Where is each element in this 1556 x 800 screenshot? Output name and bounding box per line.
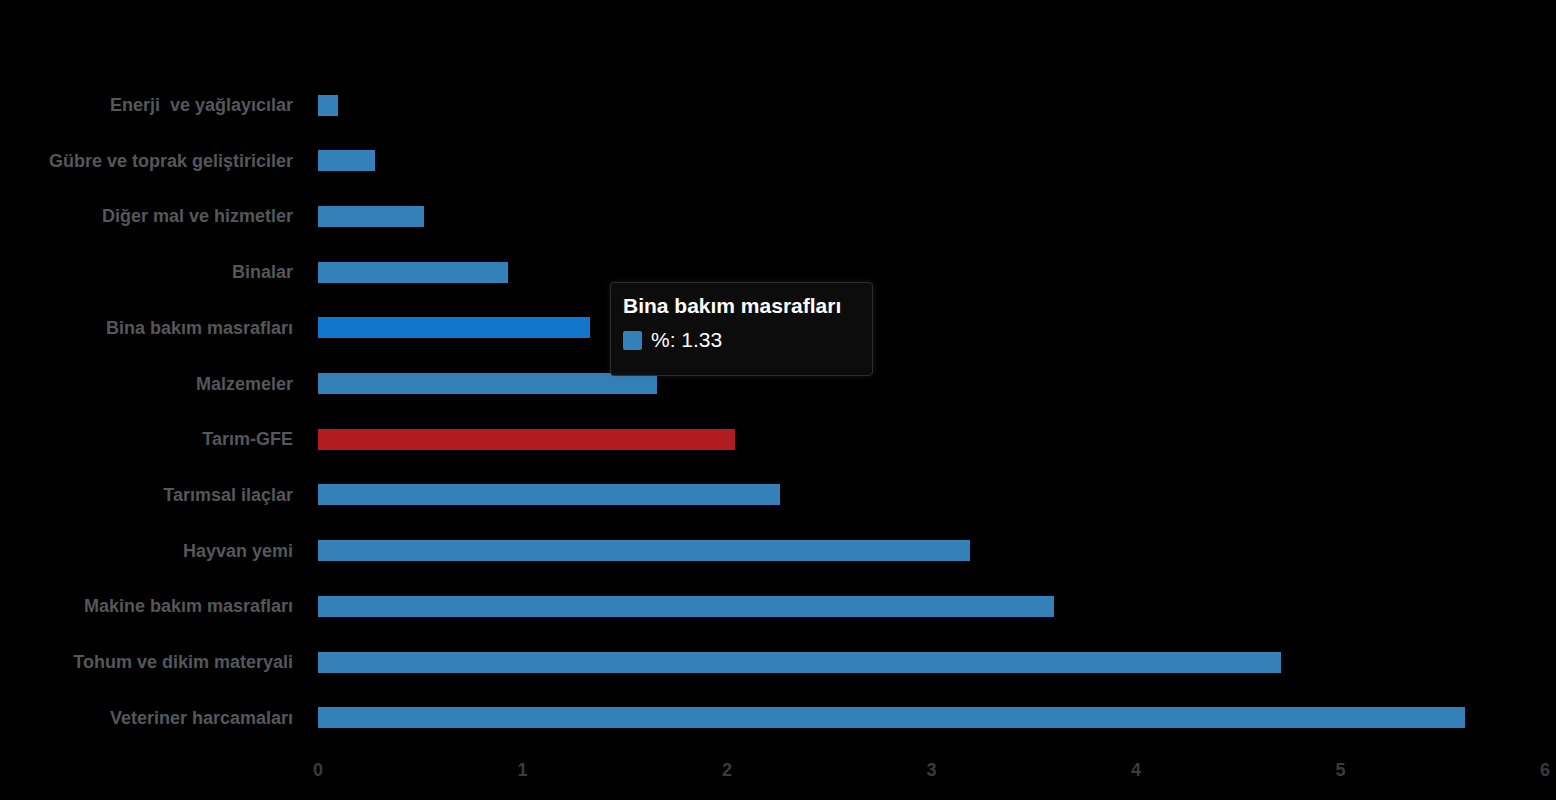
tooltip-title: Bina bakım masrafları <box>623 294 872 318</box>
category-label: Binalar <box>0 261 293 283</box>
category-label: Bina bakım masrafları <box>0 317 293 339</box>
bar[interactable] <box>318 652 1281 673</box>
bar[interactable] <box>318 484 780 505</box>
tooltip-value: %: 1.33 <box>651 328 722 352</box>
category-label: Enerji ve yağlayıcılar <box>0 94 293 116</box>
bar[interactable] <box>318 540 970 561</box>
tooltip: Bina bakım masrafları %: 1.33 <box>610 282 873 376</box>
x-axis-tick-label: 6 <box>1540 760 1550 780</box>
bar[interactable] <box>318 317 590 338</box>
bar-chart: Enerji ve yağlayıcılar Gübre ve toprak ge… <box>0 0 1556 800</box>
series-swatch-icon <box>623 331 642 350</box>
category-label: Tarımsal ilaçlar <box>0 484 293 506</box>
category-label: Diğer mal ve hizmetler <box>0 205 293 227</box>
bar[interactable] <box>318 429 735 450</box>
category-label: Tohum ve dikim materyali <box>0 651 293 673</box>
bar[interactable] <box>318 150 375 171</box>
x-axis-tick-label: 3 <box>926 760 936 780</box>
bar[interactable] <box>318 707 1465 728</box>
category-label: Malzemeler <box>0 373 293 395</box>
category-label: Veteriner harcamaları <box>0 707 293 729</box>
bar[interactable] <box>318 262 508 283</box>
tooltip-series-row: %: 1.33 <box>623 328 872 352</box>
x-axis-tick-label: 5 <box>1335 760 1345 780</box>
bar[interactable] <box>318 95 338 116</box>
bar[interactable] <box>318 206 424 227</box>
x-axis-tick-label: 0 <box>313 760 323 780</box>
category-label: Gübre ve toprak geliştiriciler <box>0 150 293 172</box>
category-label: Tarım-GFE <box>0 428 293 450</box>
category-label: Makine bakım masrafları <box>0 595 293 617</box>
x-axis-tick-label: 1 <box>517 760 527 780</box>
x-axis-tick-label: 2 <box>722 760 732 780</box>
bar[interactable] <box>318 373 657 394</box>
x-axis-tick-label: 4 <box>1131 760 1141 780</box>
bar[interactable] <box>318 596 1054 617</box>
category-label: Hayvan yemi <box>0 540 293 562</box>
